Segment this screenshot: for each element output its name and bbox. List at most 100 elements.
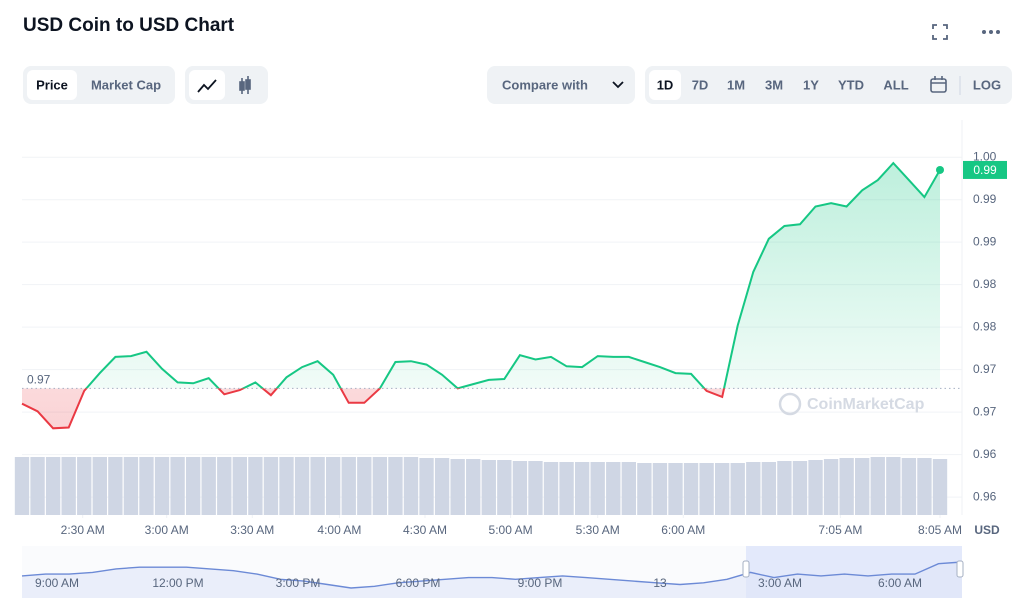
fullscreen-icon[interactable] (932, 24, 948, 40)
volume-bar (497, 460, 512, 515)
navigator-area (22, 562, 962, 598)
x-tick-label: 3:30 AM (230, 523, 274, 537)
volume-bar (279, 457, 294, 515)
more-icon[interactable] (982, 30, 1000, 34)
volume-bar (637, 463, 652, 515)
navigator-line (21, 561, 963, 589)
volume-bar (248, 457, 263, 515)
y-tick-label: 0.98 (973, 319, 997, 333)
volume-bar (170, 457, 185, 515)
x-tick-label: 3:00 AM (145, 523, 189, 537)
volume-bar (92, 457, 107, 515)
x-tick-label: 8:05 AM (918, 523, 962, 537)
candle-type-icon[interactable] (239, 76, 251, 94)
volume-bar (590, 462, 605, 515)
volume-bar (326, 457, 341, 515)
volume-bar (699, 463, 714, 515)
y-tick-label: 0.96 (973, 447, 997, 461)
watermark-logo (778, 392, 802, 416)
compare-box[interactable] (487, 66, 635, 104)
volume-bar (839, 458, 854, 515)
range-selected (649, 70, 681, 100)
x-tick-label: 5:30 AM (576, 523, 620, 537)
range-button[interactable]: YTD (838, 77, 864, 92)
range-group (645, 66, 1012, 104)
volume-bar (746, 462, 761, 515)
volume-bar (730, 463, 745, 515)
title: USD Coin to USD Chart (23, 15, 235, 36)
type-selected (189, 70, 225, 100)
navigator-label: 9:00 AM (35, 576, 79, 590)
volume-bar (917, 458, 932, 515)
volume-bar (870, 457, 885, 515)
y-tick-label: 0.96 (973, 489, 997, 503)
volume-bar (185, 457, 201, 515)
volume-bar (668, 463, 683, 515)
volume-bar (201, 457, 216, 515)
watermark: CoinMarketCap (807, 396, 925, 413)
range-button[interactable]: 3M (765, 77, 783, 92)
volume-bar (855, 458, 870, 515)
volume-bar (761, 462, 777, 515)
range-button[interactable]: 1D (657, 77, 674, 92)
line-type-icon[interactable] (197, 79, 217, 93)
volume-bar (714, 463, 730, 515)
volume-bar (792, 461, 808, 515)
compare-button[interactable]: Compare with (502, 77, 588, 92)
volume-bar (123, 457, 139, 515)
volume-bar (403, 457, 419, 515)
navigator-label: 12:00 PM (152, 576, 203, 590)
volume-bar (61, 457, 76, 515)
y-tick-label: 0.97 (973, 362, 997, 376)
volume-bar (388, 457, 403, 515)
y-tick-label: 0.99 (973, 192, 997, 206)
volume-bar (606, 462, 621, 515)
volume-bar (263, 457, 279, 515)
volume-bar (139, 457, 154, 515)
volume-bar (154, 457, 170, 515)
compare-arrow (612, 81, 624, 89)
current-price-label: 0.99 (973, 163, 997, 177)
volume-bar (512, 461, 528, 515)
volume-bar (310, 457, 325, 515)
volume-bar (30, 457, 45, 515)
area-up (22, 163, 940, 389)
navigator-handle[interactable] (742, 560, 750, 578)
y-tick-label: 1.00 (973, 149, 997, 163)
current-price-badge (963, 160, 1007, 179)
navigator-label: 3:00 AM (758, 576, 802, 590)
navigator-label: 6:00 AM (878, 576, 922, 590)
volume-bar (419, 458, 434, 515)
x-tick-label: 7:05 AM (818, 523, 862, 537)
range-button[interactable]: 1M (727, 77, 745, 92)
volume-bar (45, 457, 61, 515)
range-button[interactable]: 7D (692, 77, 709, 92)
volume-bar (559, 462, 574, 515)
unit-label: USD (974, 523, 1000, 537)
volume-bar (901, 458, 917, 515)
y-tick-label: 0.99 (973, 234, 997, 248)
navigator-label: 3:00 PM (276, 576, 321, 590)
mode-button[interactable]: Market Cap (91, 77, 161, 92)
volume-bar (777, 461, 792, 515)
volume-bar (481, 460, 496, 515)
navigator-handle[interactable] (956, 560, 964, 578)
log-button[interactable]: LOG (973, 77, 1001, 92)
range-button[interactable]: 1Y (803, 77, 819, 92)
calendar-icon[interactable] (930, 76, 947, 93)
volume-bar (808, 460, 823, 515)
volume-bar (574, 462, 590, 515)
range-button[interactable]: ALL (883, 77, 908, 92)
volume-bar (466, 459, 481, 515)
volume-bar (108, 457, 123, 515)
mode-selected (27, 70, 77, 100)
volume-bar (450, 459, 465, 515)
y-tick-label: 0.98 (973, 277, 997, 291)
volume-bar (621, 462, 636, 515)
mode-button[interactable]: Price (36, 77, 68, 92)
navigator-label: 9:00 PM (518, 576, 563, 590)
volume-bar (357, 457, 372, 515)
volume-bar (77, 457, 92, 515)
volume-bar (932, 459, 948, 515)
